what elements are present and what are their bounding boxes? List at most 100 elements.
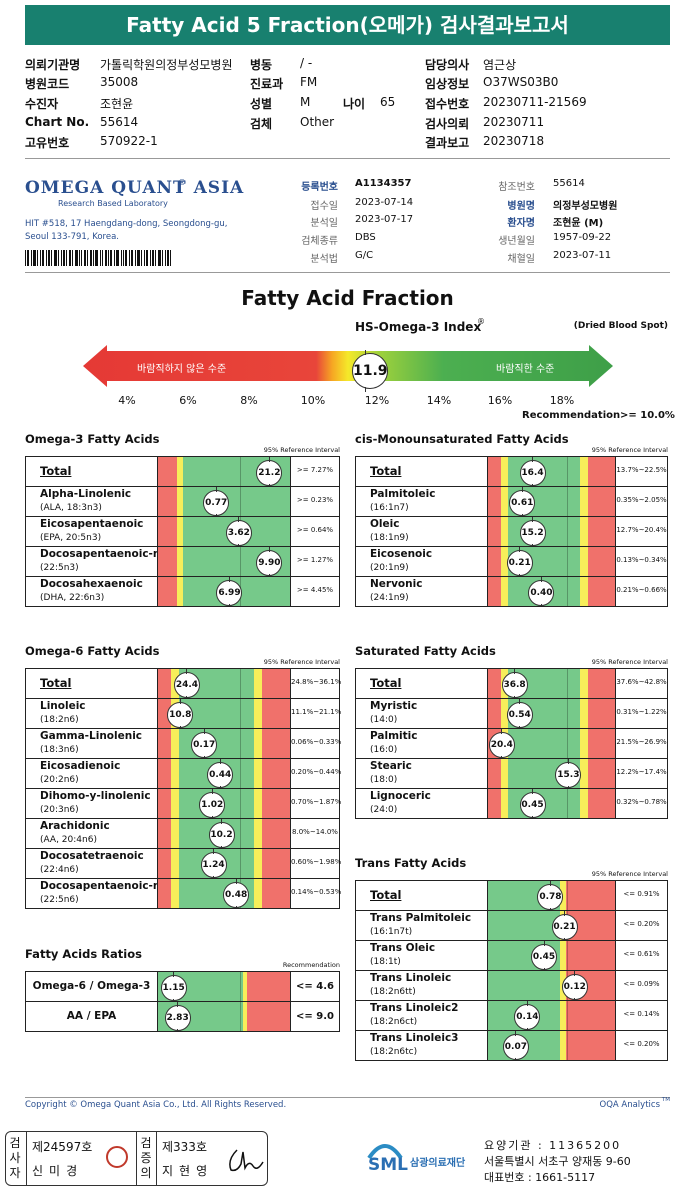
name-cell: AA / EPA <box>25 1001 158 1032</box>
ref-cell: >= 4.45% <box>290 576 340 607</box>
bar-cell: 21.2 <box>157 456 291 487</box>
bar-cell: 0.44 <box>157 758 291 789</box>
lab-logo: OMEGA QUANT ASIA <box>25 178 245 198</box>
row-name: Linoleic <box>40 700 86 712</box>
brand-mark: TM <box>661 1097 670 1103</box>
divider <box>25 158 670 159</box>
row-value: 0.07 <box>502 1031 529 1060</box>
bar-band <box>171 879 180 908</box>
bar-band <box>253 879 262 908</box>
bar-band <box>183 487 290 516</box>
index-mark: ® <box>477 317 485 326</box>
bar-band <box>587 759 615 788</box>
row-ref: <= 4.6 <box>296 981 334 992</box>
bar-ref-line <box>567 1001 569 1030</box>
gauge-tick-label: 6% <box>179 394 197 407</box>
bar-band <box>253 789 262 818</box>
lab-value: 55614 <box>553 178 585 189</box>
row-sub: (22:4n6) <box>40 865 79 875</box>
panel-title: Trans Fatty Acids <box>355 856 467 870</box>
bar-band <box>587 517 615 546</box>
row-value: 1.24 <box>200 849 227 878</box>
name-cell: Trans Oleic (18:1t) <box>355 940 488 971</box>
bar-cell: 2.83 <box>157 1001 291 1032</box>
name-cell: Myristic (14:0) <box>355 698 488 729</box>
row-name: Total <box>40 676 72 690</box>
ref-cell: 8.0%~14.0% <box>290 818 340 849</box>
row-value: 24.4 <box>173 669 200 698</box>
bar-ref-line <box>240 487 242 516</box>
row-value: 10.8 <box>167 699 194 728</box>
bar-band <box>488 577 501 606</box>
name-cell: Total <box>355 456 488 487</box>
ref-cell: 21.5%~26.9% <box>615 728 668 759</box>
bar-band <box>171 819 180 848</box>
bar-ref-line <box>567 881 569 910</box>
row-sub: (16:1n7) <box>370 503 409 513</box>
gauge-tick-label: 8% <box>240 394 258 407</box>
bar-band <box>580 577 588 606</box>
info-label: 검사의뢰 <box>425 117 470 131</box>
name-cell: Trans Linoleic3 (18:2n6tc) <box>355 1030 488 1061</box>
row-value: 0.21 <box>551 911 578 940</box>
ref-cell: <= 0.09% <box>615 970 668 1001</box>
bar-ref-line <box>240 849 242 878</box>
name-cell: Nervonic (24:1n9) <box>355 576 488 607</box>
recommendation-label: Recommendation <box>522 410 621 421</box>
name-cell: Docosapentaenoic-n3 (22:5n3) <box>25 546 168 577</box>
info-value: 55614 <box>100 115 139 129</box>
bar-ref-line <box>567 789 569 818</box>
name-cell: Trans Palmitoleic (16:1n7t) <box>355 910 488 941</box>
row-sub: (18:1t) <box>370 957 401 967</box>
bar-band <box>253 759 262 788</box>
row-name: Palmitoleic <box>370 488 436 500</box>
row-sub: (18:2n6tt) <box>370 987 416 997</box>
sample-type: (Dried Blood Spot) <box>573 321 668 331</box>
org-name: 삼광의료재단 <box>410 1158 466 1169</box>
lab-value: DBS <box>355 232 376 243</box>
bar-band <box>261 759 290 788</box>
bar-cell: 1.24 <box>157 848 291 879</box>
bar-band <box>158 879 172 908</box>
bar-cell: 0.77 <box>157 486 291 517</box>
bar-band <box>261 789 290 818</box>
bar-cell: 0.45 <box>487 788 616 819</box>
bar-band <box>243 972 248 1001</box>
row-sub: (16:0) <box>370 745 398 755</box>
info-label: 진료과 <box>250 77 284 91</box>
ref-cell: <= 0.91% <box>615 880 668 911</box>
row-ref: 0.06%~0.33% <box>291 738 342 746</box>
bar-band <box>580 699 588 728</box>
bar-band <box>176 517 184 546</box>
ref-cell: 0.13%~0.34% <box>615 546 668 577</box>
row-name: Lignoceric <box>370 790 431 802</box>
lab-label: 병원명 <box>507 201 535 212</box>
info-value: 35008 <box>100 75 139 89</box>
brand: OQA Analytics <box>599 1100 661 1110</box>
gauge-right-label: 바람직한 수준 <box>496 364 555 375</box>
row-ref: 12.2%~17.4% <box>616 768 667 776</box>
ref-cell: <= 0.20% <box>615 910 668 941</box>
bar-band <box>158 819 172 848</box>
bar-band <box>500 577 509 606</box>
bar-band <box>580 759 588 788</box>
row-name: Total <box>40 464 72 478</box>
ref-cell: 0.32%~0.78% <box>615 788 668 819</box>
info-value: FM <box>300 75 318 89</box>
row-name: Nervonic <box>370 578 423 590</box>
row-value: 0.45 <box>519 789 546 818</box>
row-name: Myristic <box>370 700 418 712</box>
ref-header: 95% Reference Interval <box>263 658 340 666</box>
name-cell: Trans Linoleic2 (18:2n6ct) <box>355 1000 488 1031</box>
row-name: Trans Linoleic <box>370 972 452 984</box>
bar-band <box>580 547 588 576</box>
gauge-tick-label: 18% <box>549 394 575 407</box>
bar-band <box>261 849 290 878</box>
gauge-tick-label: 16% <box>487 394 513 407</box>
bar-band <box>158 789 172 818</box>
row-name: Trans Linoleic3 <box>370 1032 459 1044</box>
bar-cell: 24.4 <box>157 668 291 699</box>
recommendation-value: >= 10.0% <box>620 410 675 421</box>
row-name: Trans Oleic <box>370 942 436 954</box>
row-ref: <= 0.20% <box>623 920 660 928</box>
